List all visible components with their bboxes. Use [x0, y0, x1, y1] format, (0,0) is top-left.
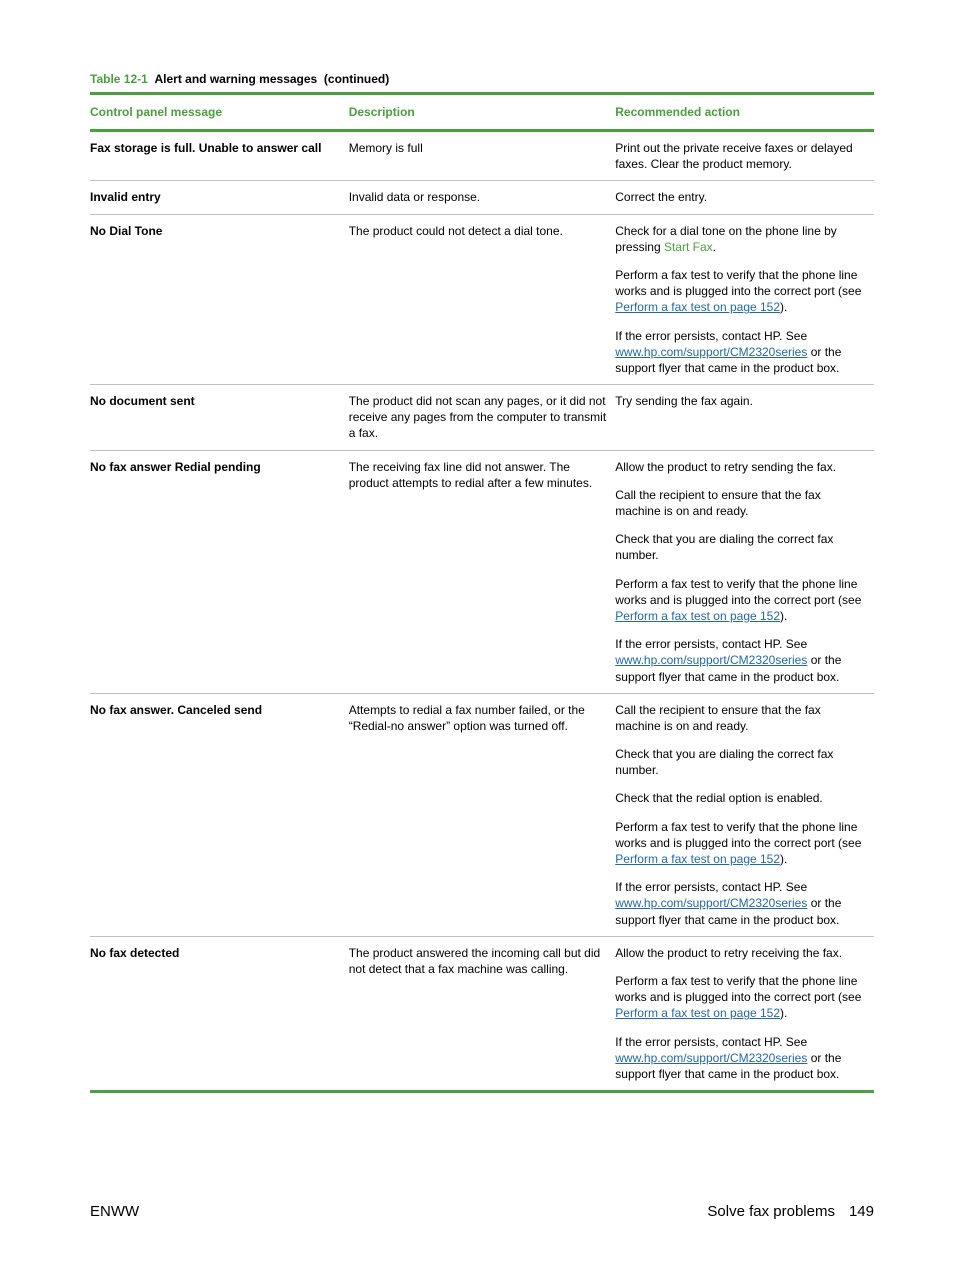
- cell-description: The receiving fax line did not answer. T…: [349, 450, 616, 693]
- table-body: Fax storage is full. Unable to answer ca…: [90, 131, 874, 1092]
- cell-message: Invalid entry: [90, 181, 349, 214]
- cell-action: Correct the entry.: [615, 181, 874, 214]
- page-footer: ENWW Solve fax problems 149: [90, 1203, 874, 1220]
- footer-left: ENWW: [90, 1203, 139, 1220]
- cross-reference-link[interactable]: www.hp.com/support/CM2320series: [615, 896, 807, 910]
- footer-right: Solve fax problems 149: [707, 1203, 874, 1220]
- cell-message: No document sent: [90, 385, 349, 451]
- action-paragraph: Call the recipient to ensure that the fa…: [615, 487, 866, 519]
- table-title-name: Alert and warning messages: [151, 72, 320, 86]
- action-paragraph: Perform a fax test to verify that the ph…: [615, 973, 866, 1022]
- cross-reference-link[interactable]: Perform a fax test on page 152: [615, 852, 780, 866]
- cell-action: Call the recipient to ensure that the fa…: [615, 693, 874, 936]
- column-header-action: Recommended action: [615, 94, 874, 131]
- cell-action: Try sending the fax again.: [615, 385, 874, 451]
- action-paragraph: Check that the redial option is enabled.: [615, 790, 866, 806]
- table-header-row: Control panel message Description Recomm…: [90, 94, 874, 131]
- cell-description: The product did not scan any pages, or i…: [349, 385, 616, 451]
- column-header-description: Description: [349, 94, 616, 131]
- cell-description: The product could not detect a dial tone…: [349, 214, 616, 385]
- cell-description: Invalid data or response.: [349, 181, 616, 214]
- action-paragraph: If the error persists, contact HP. See w…: [615, 1034, 866, 1083]
- accent-text: Start Fax: [664, 240, 713, 254]
- table-title-prefix: Table 12-1: [90, 72, 148, 86]
- table-row: No fax answer Redial pendingThe receivin…: [90, 450, 874, 693]
- action-paragraph: Perform a fax test to verify that the ph…: [615, 819, 866, 868]
- table-row: No document sentThe product did not scan…: [90, 385, 874, 451]
- action-paragraph: Check that you are dialing the correct f…: [615, 746, 866, 778]
- cell-message: No fax answer Redial pending: [90, 450, 349, 693]
- cell-action: Allow the product to retry sending the f…: [615, 450, 874, 693]
- alerts-table: Control panel message Description Recomm…: [90, 92, 874, 1093]
- action-paragraph: Check for a dial tone on the phone line …: [615, 223, 866, 255]
- action-paragraph: Perform a fax test to verify that the ph…: [615, 267, 866, 316]
- cell-message: No fax answer. Canceled send: [90, 693, 349, 936]
- action-paragraph: Call the recipient to ensure that the fa…: [615, 702, 866, 734]
- action-paragraph: If the error persists, contact HP. See w…: [615, 636, 866, 685]
- action-paragraph: If the error persists, contact HP. See w…: [615, 879, 866, 928]
- action-paragraph: Allow the product to retry receiving the…: [615, 945, 866, 961]
- table-title-suffix: (continued): [324, 72, 389, 86]
- page: Table 12-1 Alert and warning messages (c…: [0, 0, 954, 1280]
- cell-action: Allow the product to retry receiving the…: [615, 936, 874, 1091]
- table-row: No fax answer. Canceled sendAttempts to …: [90, 693, 874, 936]
- column-header-message: Control panel message: [90, 94, 349, 131]
- action-paragraph: Perform a fax test to verify that the ph…: [615, 576, 866, 625]
- table-row: No fax detectedThe product answered the …: [90, 936, 874, 1091]
- action-paragraph: Check that you are dialing the correct f…: [615, 531, 866, 563]
- action-paragraph: Allow the product to retry sending the f…: [615, 459, 866, 475]
- footer-page-number: 149: [849, 1203, 874, 1220]
- action-paragraph: If the error persists, contact HP. See w…: [615, 328, 866, 377]
- cell-message: No fax detected: [90, 936, 349, 1091]
- cell-action: Print out the private receive faxes or d…: [615, 131, 874, 181]
- footer-section: Solve fax problems: [707, 1203, 835, 1220]
- table-row: Invalid entryInvalid data or response.Co…: [90, 181, 874, 214]
- cross-reference-link[interactable]: www.hp.com/support/CM2320series: [615, 345, 807, 359]
- cell-message: No Dial Tone: [90, 214, 349, 385]
- table-row: No Dial ToneThe product could not detect…: [90, 214, 874, 385]
- cross-reference-link[interactable]: Perform a fax test on page 152: [615, 300, 780, 314]
- cross-reference-link[interactable]: www.hp.com/support/CM2320series: [615, 653, 807, 667]
- cell-description: Attempts to redial a fax number failed, …: [349, 693, 616, 936]
- table-title: Table 12-1 Alert and warning messages (c…: [90, 72, 874, 86]
- table-row: Fax storage is full. Unable to answer ca…: [90, 131, 874, 181]
- cross-reference-link[interactable]: Perform a fax test on page 152: [615, 1006, 780, 1020]
- cell-action: Check for a dial tone on the phone line …: [615, 214, 874, 385]
- cell-description: The product answered the incoming call b…: [349, 936, 616, 1091]
- cell-message: Fax storage is full. Unable to answer ca…: [90, 131, 349, 181]
- cell-description: Memory is full: [349, 131, 616, 181]
- action-paragraph: Try sending the fax again.: [615, 393, 866, 409]
- action-paragraph: Correct the entry.: [615, 189, 866, 205]
- cross-reference-link[interactable]: www.hp.com/support/CM2320series: [615, 1051, 807, 1065]
- cross-reference-link[interactable]: Perform a fax test on page 152: [615, 609, 780, 623]
- action-paragraph: Print out the private receive faxes or d…: [615, 140, 866, 172]
